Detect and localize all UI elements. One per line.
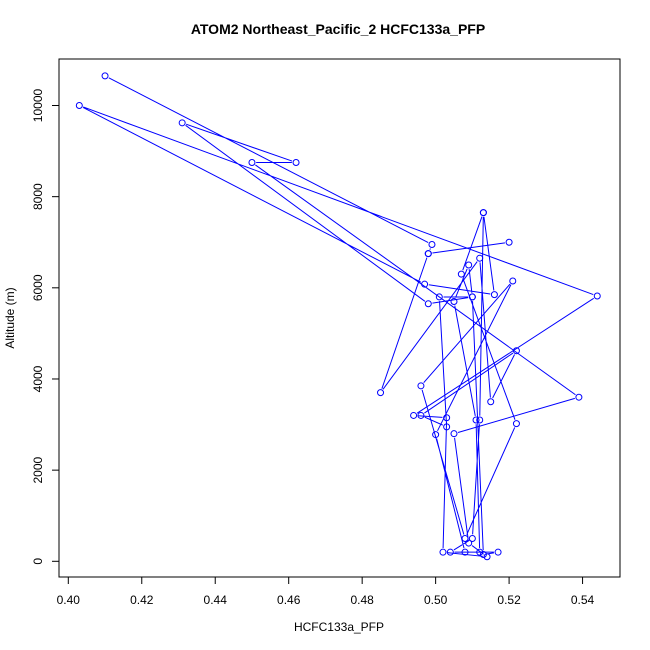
- data-point: [468, 535, 476, 543]
- data-point: [512, 347, 520, 355]
- data-point: [476, 416, 484, 424]
- data-point: [479, 550, 487, 558]
- y-tick-label: 4000: [31, 365, 45, 392]
- chart-title: ATOM2 Northeast_Pacific_2 HCFC133a_PFP: [191, 21, 485, 37]
- y-tick-label: 8000: [31, 183, 45, 210]
- y-tick-label: 10000: [31, 88, 45, 122]
- data-point: [487, 398, 495, 406]
- x-tick-label: 0.46: [277, 593, 301, 607]
- data-point: [512, 420, 520, 428]
- data-point: [476, 548, 484, 556]
- x-tick-label: 0.44: [204, 593, 228, 607]
- data-point: [450, 297, 458, 305]
- data-point: [439, 548, 447, 556]
- data-point: [101, 72, 109, 80]
- data-point: [509, 277, 517, 285]
- data-point: [417, 411, 425, 419]
- data-point: [472, 416, 480, 424]
- data-point: [428, 241, 436, 249]
- data-point: [457, 270, 465, 278]
- x-tick-label: 0.40: [57, 593, 81, 607]
- x-tick-label: 0.54: [571, 593, 595, 607]
- data-point: [435, 293, 443, 301]
- data-point: [443, 414, 451, 422]
- plot-frame: [58, 58, 621, 578]
- data-point: [446, 548, 454, 556]
- x-tick-label: 0.48: [350, 593, 374, 607]
- series-line: [82, 77, 595, 557]
- data-point: [421, 280, 429, 288]
- data-point: [593, 292, 601, 300]
- data-point: [465, 261, 473, 269]
- x-tick-label: 0.52: [497, 593, 521, 607]
- x-axis: 0.40 0.42 0.44 0.46 0.48 0.50 0.52 0.54: [57, 576, 595, 607]
- data-point: [505, 238, 513, 246]
- data-point: [575, 393, 583, 401]
- y-tick-label: 0: [31, 558, 45, 565]
- x-tick-label: 0.42: [130, 593, 154, 607]
- series-group: [75, 72, 601, 561]
- data-point: [479, 209, 487, 217]
- data-point: [468, 293, 476, 301]
- data-point: [461, 535, 469, 543]
- data-point: [494, 548, 502, 556]
- y-tick-label: 2000: [31, 456, 45, 483]
- data-point: [75, 102, 83, 109]
- data-point: [490, 291, 498, 299]
- y-tick-label: 6000: [31, 274, 45, 301]
- data-point: [483, 553, 491, 561]
- x-axis-label: HCFC133a_PFP: [294, 620, 384, 634]
- data-point: [443, 423, 451, 431]
- data-point: [450, 430, 458, 438]
- y-axis-label: Altitude (m): [3, 287, 17, 348]
- data-point: [410, 411, 418, 419]
- data-point: [248, 158, 256, 166]
- data-point: [292, 158, 300, 166]
- data-point: [424, 250, 432, 258]
- x-tick-label: 0.50: [424, 593, 448, 607]
- data-point: [417, 382, 425, 390]
- data-point: [461, 548, 469, 556]
- data-point: [465, 539, 473, 547]
- data-point: [424, 300, 432, 308]
- data-point: [476, 254, 484, 262]
- data-point: [377, 389, 385, 397]
- data-point: [178, 119, 186, 127]
- data-point: [432, 431, 440, 439]
- y-axis: 0 2000 4000 6000 8000 10000: [31, 88, 60, 565]
